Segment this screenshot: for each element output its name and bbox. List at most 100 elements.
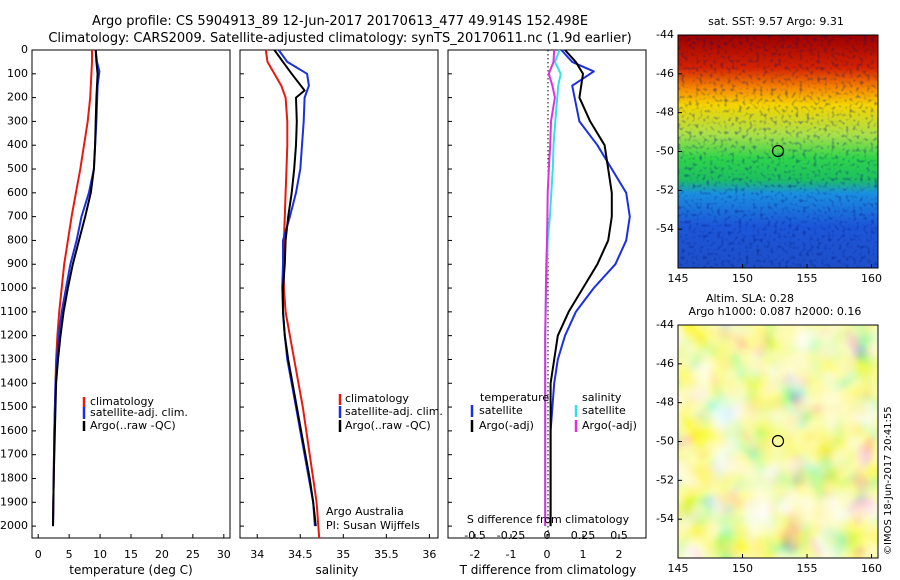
x-tick-label: 36 (422, 548, 436, 561)
difference-series (544, 49, 631, 527)
sst-map-axes: 145 150 155 160 -44 -46 -48 -50 -52 -54 (656, 28, 882, 285)
temperature-series (52, 49, 101, 527)
depth-tick-label: 1100 (0, 305, 28, 318)
salinity-axis-label: salinity (315, 563, 358, 577)
depth-tick-label: 1500 (0, 400, 28, 413)
x-tick-label: 0 (544, 548, 551, 561)
argo-location-marker (771, 144, 785, 158)
difference-panel: -2 -1 0 1 2 -0.5 -0.25 0 0.25 0.5 T difference fr… (447, 49, 647, 577)
series-line-satellite (549, 49, 631, 527)
map-x-tick-label: 155 (797, 562, 818, 575)
map-x-tick-label: 160 (861, 272, 882, 285)
x-tick-label: 25 (186, 548, 200, 561)
temperature-x-axis: 0 5 10 15 20 25 30 (35, 534, 231, 561)
x-tick-label: 1 (580, 548, 587, 561)
t-difference-axis-label: T difference from climatology (459, 563, 637, 577)
title-line-2: Climatology: CARS2009. Satellite-adjuste… (48, 31, 631, 46)
depth-tick-label: 1200 (0, 329, 28, 342)
s-diff-tick-label: 0 (544, 529, 551, 542)
map-y-tick-label: -48 (656, 396, 674, 409)
temperature-legend: climatology satellite-adj. clim. Argo(..… (82, 395, 188, 432)
x-tick-label: -1 (506, 548, 517, 561)
map-x-tick-label: 150 (732, 562, 753, 575)
map-y-tick-label: -50 (656, 145, 674, 158)
depth-tick-label: 600 (7, 186, 28, 199)
argo-location-marker (771, 434, 785, 448)
sst-map-panel: sat. SST: 9.57 Argo: 9.31 (656, 15, 882, 285)
legend-satellite: satellite-adj. clim. (345, 405, 443, 418)
sst-map-title: sat. SST: 9.57 Argo: 9.31 (708, 15, 844, 28)
map-y-tick-label: -52 (656, 473, 674, 486)
x-tick-label: 35 (336, 548, 350, 561)
salinity-axes-frame (239, 49, 439, 539)
map-y-tick-label: -50 (656, 435, 674, 448)
depth-tick-label: 1600 (0, 424, 28, 437)
imos-credit: ©IMOS 18-Jun-2017 20:41:55 (883, 406, 894, 555)
x-tick-label: 20 (155, 548, 169, 561)
depth-tick-label: 1300 (0, 352, 28, 365)
salinity-x-axis: 34 34.5 35 35.5 36 (250, 534, 436, 561)
map-x-tick-label: 160 (861, 562, 882, 575)
map-x-tick-label: 145 (668, 562, 689, 575)
x-tick-label: 34 (250, 548, 264, 561)
series-line-argo-adj- (549, 49, 613, 527)
map-y-tick-label: -44 (656, 28, 674, 41)
x-tick-label: 2 (616, 548, 623, 561)
salinity-legend: climatology satellite-adj. clim. Argo(..… (338, 392, 443, 432)
x-tick-label: 15 (124, 548, 138, 561)
depth-tick-label: 1900 (0, 495, 28, 508)
series-line-argo-raw-qc- (273, 49, 317, 527)
pi-note: PI: Susan Wijffels (326, 519, 420, 532)
legend-argo: Argo(..raw -QC) (345, 419, 431, 432)
legend-s-argo: Argo(-adj) (582, 419, 637, 432)
x-tick-label: 30 (217, 548, 231, 561)
depth-tick-label: 500 (7, 162, 28, 175)
difference-x-axis: -2 -1 0 1 2 -0.5 -0.25 0 0.25 0.5 (464, 529, 627, 561)
x-tick-label: 35.5 (374, 548, 399, 561)
series-line-argo-raw-qc- (52, 49, 99, 527)
map-y-tick-label: -44 (656, 318, 674, 331)
series-line-climatology (52, 50, 93, 527)
depth-tick-label: 0 (21, 43, 28, 56)
depth-tick-label: 300 (7, 114, 28, 127)
legend-s-satellite: satellite (582, 404, 626, 417)
s-diff-tick-label: 0.25 (571, 529, 596, 542)
sla-map-title-2: Argo h1000: 0.087 h2000: 0.16 (689, 305, 862, 318)
depth-tick-label: 200 (7, 91, 28, 104)
x-tick-label: 10 (93, 548, 107, 561)
legend-t-satellite: satellite (479, 404, 523, 417)
salinity-series (264, 49, 321, 539)
depth-tick-label: 400 (7, 138, 28, 151)
depth-tick-label: 1800 (0, 471, 28, 484)
x-tick-label: -2 (470, 548, 481, 561)
series-line-salinity-argo-adj- (544, 49, 556, 527)
depth-tick-label: 800 (7, 233, 28, 246)
argo-australia-note: Argo Australia (326, 505, 404, 518)
map-y-tick-label: -48 (656, 106, 674, 119)
temperature-panel: 0100200300400500600700800900100011001200… (0, 43, 452, 577)
sla-map-image (678, 325, 878, 558)
map-y-tick-label: -54 (656, 222, 674, 235)
temperature-axis-label: temperature (deg C) (69, 563, 192, 577)
x-tick-label: 0 (35, 548, 42, 561)
map-y-tick-label: -46 (656, 67, 674, 80)
depth-tick-label: 1700 (0, 448, 28, 461)
map-y-tick-label: -46 (656, 357, 674, 370)
depth-tick-label: 700 (7, 210, 28, 223)
x-tick-label: 5 (66, 548, 73, 561)
s-diff-tick-label: -0.25 (497, 529, 525, 542)
legend-t-argo: Argo(-adj) (479, 419, 534, 432)
map-x-tick-label: 145 (668, 272, 689, 285)
legend-climatology: climatology (345, 392, 409, 405)
series-line-satellite-adj-clim- (52, 49, 101, 527)
salinity-panel: 34 34.5 35 35.5 36 salinity climatology sate… (239, 49, 443, 577)
map-x-tick-label: 150 (732, 272, 753, 285)
legend-argo: Argo(..raw -QC) (90, 419, 176, 432)
map-y-tick-label: -52 (656, 183, 674, 196)
depth-tick-label: 1000 (0, 281, 28, 294)
legend-climatology: climatology (90, 395, 154, 408)
difference-legend: temperature salinity satellite Argo(-adj… (470, 391, 637, 432)
title-line-1: Argo profile: CS 5904913_89 12-Jun-2017 … (92, 14, 588, 29)
sla-map-panel: Altim. SLA: 0.28 Argo h1000: 0.087 h2000… (656, 292, 882, 575)
